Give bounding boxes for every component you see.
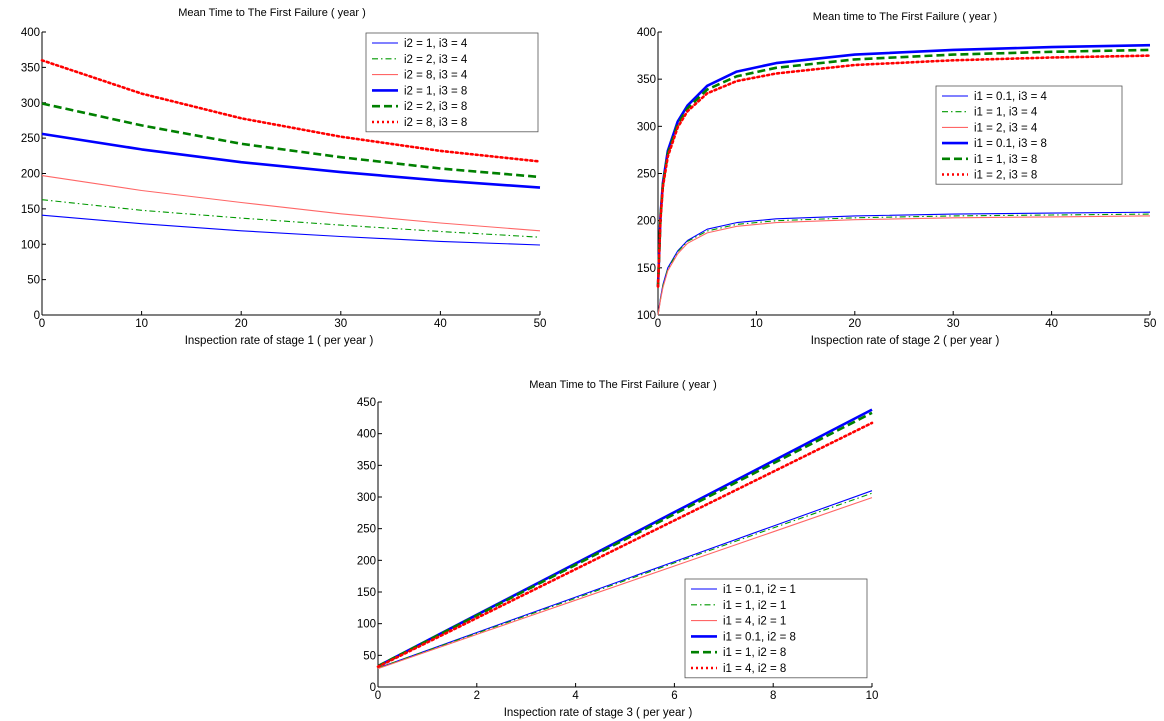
legend-label: i1 = 0.1, i3 = 8 [974,138,1047,150]
legend-box [935,85,1123,185]
chart-2: Mean time to The First Failure ( year ) 1… [637,11,1157,347]
y-tick-label: 250 [357,524,376,536]
legend: i1 = 0.1, i2 = 1 i1 = 1, i2 = 1 i1 = 4, i2… [684,578,868,679]
x-tick-label: 10 [866,690,879,702]
series-line-3 [657,215,1151,316]
legend-label: i1 = 2, i3 = 4 [974,122,1038,134]
chart-3: Mean Time to The First Failure ( year ) 0… [357,379,879,719]
chart-title: Mean Time to The First Failure ( year ) [178,7,365,19]
legend-label: i2 = 8, i3 = 8 [404,117,467,129]
y-tick-label: 350 [357,460,376,472]
legend-label: i2 = 8, i3 = 4 [404,70,468,82]
y-tick-label: 200 [21,169,40,181]
series-line-1 [377,490,873,669]
x-axis-label: Inspection rate of stage 3 ( per year ) [504,707,693,719]
y-tick-label: 150 [637,263,656,275]
x-tick-label: 4 [572,690,579,702]
chart-1: Mean Time to The First Failure ( year ) 0… [21,7,547,347]
y-tick-label: 0 [370,682,376,694]
series-line-4 [41,132,541,189]
legend-label: i1 = 0.1, i2 = 1 [723,584,796,596]
x-tick-label: 8 [770,690,776,702]
y-tick-label: 450 [357,397,376,409]
legend-label: i2 = 1, i3 = 4 [404,38,468,50]
legend-label: i1 = 0.1, i3 = 4 [974,91,1047,103]
legend-label: i1 = 1, i2 = 1 [723,600,786,612]
y-tick-label: 250 [21,133,40,145]
legend-label: i1 = 0.1, i2 = 8 [723,631,796,643]
legend-box [365,32,539,133]
y-tick-label: 400 [357,429,376,441]
x-tick-label: 2 [474,690,480,702]
x-axis-label: Inspection rate of stage 2 ( per year ) [811,335,1000,347]
y-tick-label: 100 [357,619,376,631]
legend-label: i2 = 1, i3 = 8 [404,85,467,97]
y-tick-label: 50 [363,650,376,662]
x-tick-label: 30 [947,318,960,330]
legend-label: i1 = 1, i2 = 8 [723,647,786,659]
legend: i2 = 1, i3 = 4 i2 = 2, i3 = 4 i2 = 8, i3 =… [365,32,539,133]
series-line-2 [377,492,873,669]
x-tick-label: 40 [434,318,447,330]
series-group [40,59,542,246]
legend-label: i2 = 2, i3 = 8 [404,101,467,113]
y-tick-label: 400 [637,27,656,39]
y-tick-label: 300 [357,492,376,504]
x-tick-label: 10 [750,318,763,330]
y-tick-label: 100 [637,310,656,322]
legend: i1 = 0.1, i3 = 4 i1 = 1, i3 = 4 i1 = 2, i3… [935,85,1123,185]
y-tick-label: 200 [357,555,376,567]
legend-label: i1 = 4, i2 = 1 [723,616,786,628]
legend-label: i1 = 1, i3 = 8 [974,154,1037,166]
legend-label: i1 = 1, i3 = 4 [974,107,1038,119]
x-tick-label: 0 [39,318,45,330]
x-tick-label: 40 [1045,318,1058,330]
series-line-6 [656,54,1152,288]
x-tick-label: 0 [655,318,661,330]
x-axis-label: Inspection rate of stage 1 ( per year ) [185,335,374,347]
series-group [656,43,1152,316]
series-line-1 [41,214,541,246]
x-tick-label: 30 [334,318,347,330]
series-line-3 [377,497,873,670]
x-tick-label: 50 [1144,318,1157,330]
y-tick-label: 0 [34,310,40,322]
y-tick-label: 200 [637,216,656,228]
series-line-5 [41,102,541,179]
series-line-6 [376,421,874,668]
x-tick-label: 10 [135,318,148,330]
x-tick-label: 0 [375,690,381,702]
series-line-3 [41,175,541,232]
chart-title: Mean Time to The First Failure ( year ) [529,379,716,391]
series-line-5 [377,411,873,668]
y-tick-label: 50 [27,275,40,287]
series-line-2 [41,199,541,238]
y-tick-label: 300 [637,121,656,133]
legend-label: i1 = 4, i2 = 8 [723,663,786,675]
legend-label: i2 = 2, i3 = 4 [404,54,468,66]
x-tick-label: 20 [848,318,861,330]
x-tick-label: 50 [534,318,547,330]
y-tick-label: 300 [21,98,40,110]
legend-box [684,578,868,679]
y-tick-label: 150 [21,204,40,216]
y-tick-label: 400 [21,27,40,39]
chart-title: Mean time to The First Failure ( year ) [813,11,997,23]
x-tick-label: 20 [235,318,248,330]
y-tick-label: 100 [21,239,40,251]
series-line-2 [657,213,1151,316]
y-tick-label: 350 [637,74,656,86]
y-tick-label: 350 [21,62,40,74]
series-line-4 [377,408,873,668]
x-tick-label: 6 [671,690,677,702]
legend-label: i1 = 2, i3 = 8 [974,170,1037,182]
series-line-6 [40,59,542,163]
series-group [376,408,874,670]
y-tick-label: 150 [357,587,376,599]
y-tick-label: 250 [637,169,656,181]
